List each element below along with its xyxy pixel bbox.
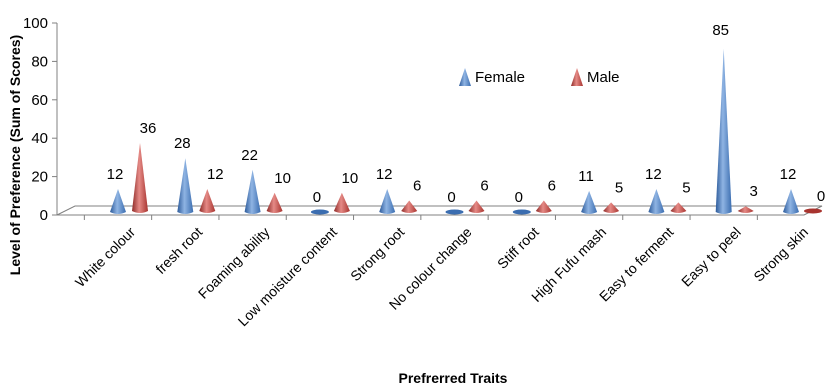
data-label: 6 xyxy=(413,177,421,194)
data-label: 3 xyxy=(750,183,758,200)
category-label: Easy to peel xyxy=(678,224,744,290)
data-label: 85 xyxy=(712,22,729,39)
cone-male xyxy=(535,200,552,213)
y-tick-label: 20 xyxy=(31,169,48,186)
data-label: 0 xyxy=(817,188,825,205)
cone-female xyxy=(512,209,531,215)
cone-female xyxy=(110,188,126,214)
data-label: 10 xyxy=(342,170,359,187)
cone-male xyxy=(603,202,620,213)
category-label: Strong root xyxy=(347,224,407,284)
y-tick-label: 100 xyxy=(23,15,48,32)
y-axis-title: Level of Preference (Sum of Scores) xyxy=(7,35,23,275)
y-tick-label: 60 xyxy=(31,92,48,109)
legend-female-swatch xyxy=(459,68,471,86)
cone-male xyxy=(401,200,418,213)
y-tick-label: 40 xyxy=(31,130,48,147)
data-label: 6 xyxy=(548,177,556,194)
cone-male xyxy=(737,206,754,213)
category-label: fresh root xyxy=(152,224,205,277)
cone-female xyxy=(445,209,464,215)
cone-female xyxy=(177,158,194,214)
category-label: Strong skin xyxy=(750,224,811,285)
data-label: 28 xyxy=(174,135,191,152)
data-label: 0 xyxy=(515,189,523,206)
cone-marks xyxy=(110,48,822,215)
data-label: 12 xyxy=(645,166,662,183)
data-label: 12 xyxy=(107,166,124,183)
cone-female xyxy=(581,190,598,214)
legend-male-label: Male xyxy=(587,69,620,86)
data-label: 12 xyxy=(207,166,224,183)
cone-female xyxy=(715,48,732,214)
data-label: 10 xyxy=(274,170,291,187)
data-label: 22 xyxy=(241,147,258,164)
category-label: White colour xyxy=(72,224,139,291)
data-labels: 12 28 22 0 12 0 0 11 12 85 12 36 12 10 10 6 6 6 5 5 3 0 xyxy=(107,22,826,206)
data-label: 5 xyxy=(615,179,623,196)
category-label: Stiff root xyxy=(494,224,542,272)
data-label: 12 xyxy=(376,166,393,183)
cone-male xyxy=(333,192,350,213)
legend-female-label: Female xyxy=(475,69,525,86)
data-label: 5 xyxy=(682,179,690,196)
data-label: 6 xyxy=(480,177,488,194)
data-label: 11 xyxy=(578,168,594,185)
cone-male xyxy=(804,208,822,214)
y-tick-label: 80 xyxy=(31,53,48,70)
cone-female xyxy=(648,188,665,214)
chart-floor xyxy=(56,205,823,216)
cone-male xyxy=(199,188,216,213)
cone-male xyxy=(266,192,283,213)
cone-female xyxy=(244,169,261,214)
x-axis-title: Prefrerred Traits xyxy=(399,370,508,386)
data-label: 36 xyxy=(140,120,157,137)
data-label: 12 xyxy=(780,166,797,183)
cone-male xyxy=(132,142,148,213)
legend-male-swatch xyxy=(571,68,583,86)
cone-male xyxy=(468,200,485,213)
category-label: Foaming ability xyxy=(195,224,273,302)
cone-female xyxy=(783,188,799,214)
legend: Female Male xyxy=(459,68,620,86)
data-label: 0 xyxy=(313,189,321,206)
data-label: 0 xyxy=(447,189,455,206)
y-tick-label: 0 xyxy=(40,207,48,224)
cone-female xyxy=(310,209,329,215)
cone-female xyxy=(379,188,396,214)
cone-male xyxy=(670,202,687,213)
